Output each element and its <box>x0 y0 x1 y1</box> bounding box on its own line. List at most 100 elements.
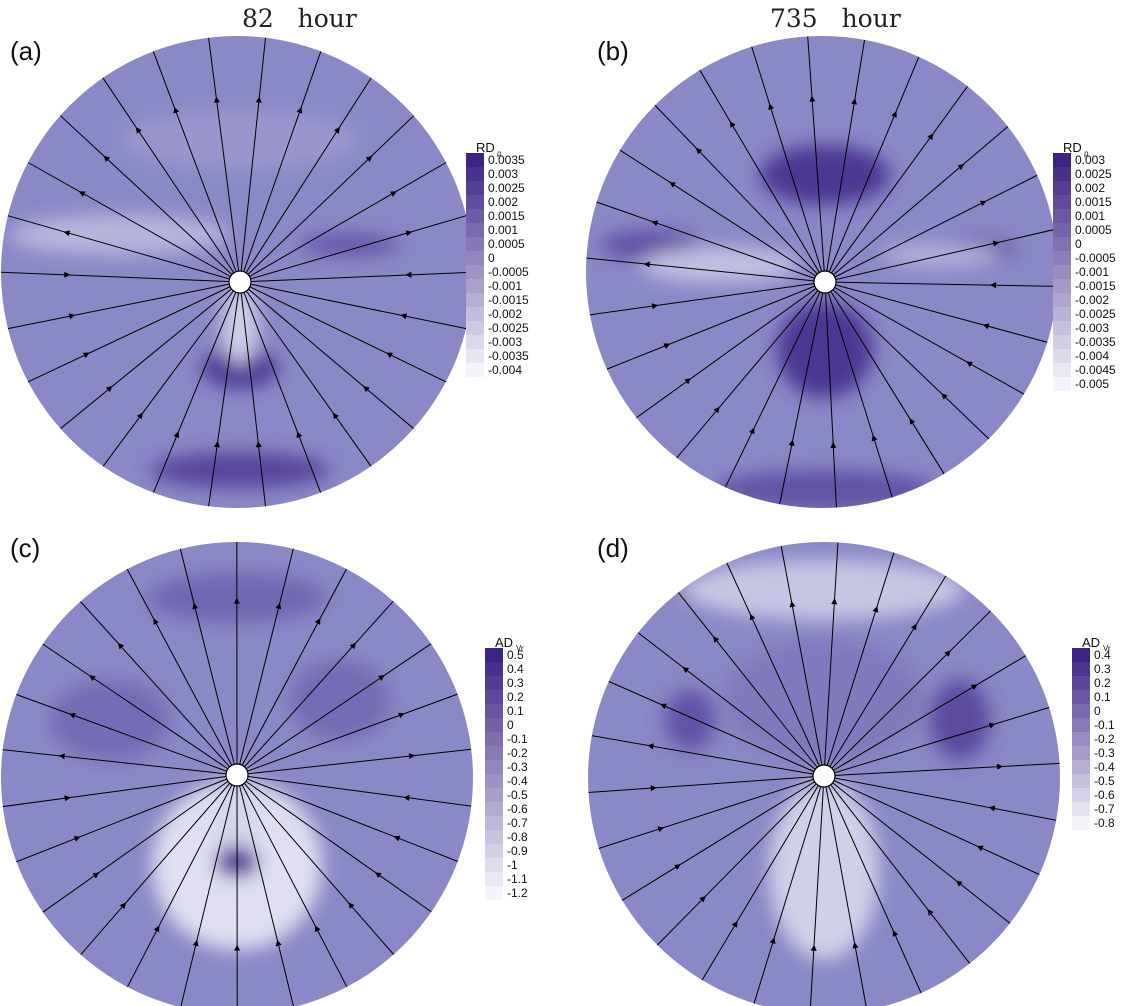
streamline-arrow <box>398 712 405 719</box>
streamline <box>1 748 238 776</box>
contour-low-region <box>684 560 964 620</box>
contour-high-region <box>715 470 935 508</box>
legend-title: RD <box>1063 140 1082 155</box>
streamline-arrow <box>979 200 987 207</box>
streamline <box>56 281 241 433</box>
legend-swatch <box>466 167 484 181</box>
streamline <box>124 774 238 992</box>
streamline <box>11 774 238 865</box>
streamline <box>588 775 825 794</box>
streamline-arrow <box>684 378 692 385</box>
legend-tick-label: 0.001 <box>488 223 518 237</box>
contour-high-region <box>777 302 873 398</box>
streamline <box>239 281 267 508</box>
streamline <box>674 588 825 777</box>
streamline <box>724 558 825 777</box>
streamline-arrow <box>699 896 706 903</box>
streamline-arrow <box>769 937 776 945</box>
streamline-arrow <box>296 431 303 439</box>
legend-tick-label: -1.2 <box>507 886 528 900</box>
streamline-arrow <box>400 313 408 320</box>
streamline-arrow <box>992 240 1000 247</box>
legend-tick-label: -0.7 <box>1094 802 1115 816</box>
streamline <box>23 159 241 283</box>
legend-tick-label: -0.005 <box>1075 377 1109 391</box>
legend-swatch <box>466 265 484 279</box>
streamline-arrow <box>333 412 339 420</box>
legend-tick-label: 0.3 <box>1094 662 1111 676</box>
streamline <box>722 281 826 493</box>
legend-tick-label: -0.2 <box>507 746 528 760</box>
legend-tick-label: -0.0005 <box>1075 251 1116 265</box>
central-hole <box>225 763 249 787</box>
streamline <box>2 213 241 283</box>
streamline-arrow <box>891 111 897 118</box>
legend-tick-label: -0.3 <box>1094 746 1115 760</box>
streamline-arrow <box>255 96 262 103</box>
legend-tick-label: 0.2 <box>1094 676 1111 690</box>
legend-swatch <box>1072 662 1090 676</box>
streamline-arrow <box>64 271 71 278</box>
contour-panel-b: RD ρ0.0030.00250.0020.00150.0010.00050-0.… <box>586 36 1116 508</box>
streamline <box>239 46 323 283</box>
panel-label-c: (c) <box>10 533 41 563</box>
streamline <box>823 547 896 777</box>
streamline <box>11 692 238 776</box>
legend-swatch <box>485 648 503 662</box>
legend-swatch <box>485 774 503 788</box>
streamline <box>591 199 826 283</box>
legend-tick-label: -0.1 <box>507 732 528 746</box>
streamline <box>76 774 238 959</box>
streamline <box>824 281 1029 398</box>
streamline <box>236 774 473 808</box>
legend-tick-label: -0.001 <box>1075 265 1109 279</box>
streamline-arrow <box>909 418 916 425</box>
legend-tick-label: -0.0025 <box>1075 307 1116 321</box>
legend-tick-label: 0.0005 <box>1075 223 1112 237</box>
streamline <box>809 775 825 1006</box>
streamline <box>651 101 826 283</box>
streamline-arrow <box>403 794 410 801</box>
streamline <box>615 146 826 283</box>
streamline-arrow <box>58 753 66 760</box>
streamline-arrow <box>731 920 738 928</box>
streamline-arrow <box>374 872 382 879</box>
streamline-arrow <box>682 666 690 673</box>
legend-swatch <box>485 872 503 886</box>
legend-subscript: Vr <box>1103 644 1111 653</box>
streamline-arrow <box>153 618 159 625</box>
legend-swatch <box>485 676 503 690</box>
central-hole <box>812 764 836 788</box>
legend-title: AD <box>1082 635 1100 650</box>
legend-swatch <box>485 732 503 746</box>
legend-swatch <box>466 321 484 335</box>
streamline-arrow <box>651 220 659 227</box>
legend-tick-label: 0.3 <box>507 676 524 690</box>
streamline-arrow <box>830 442 837 449</box>
contour-high-region <box>300 235 400 255</box>
streamline <box>779 542 825 777</box>
colorbar-legend: AD Vr0.40.30.20.10-0.1-0.2-0.3-0.4-0.5-0.… <box>1072 635 1115 830</box>
legend-tick-label: -0.0005 <box>488 265 529 279</box>
streamline <box>239 36 267 283</box>
contour-panel-a: RD ρ0.00350.0030.00250.0020.00150.0010.00… <box>1 36 529 508</box>
column-title-right: 735 hour <box>770 4 901 33</box>
streamline <box>178 543 238 776</box>
streamline <box>239 281 375 471</box>
legend-tick-label: 0.1 <box>507 704 524 718</box>
contour-high-region <box>290 660 390 740</box>
streamline-arrow <box>941 393 948 400</box>
legend-subscript: Vr <box>516 644 524 653</box>
legend-swatch <box>1053 307 1071 321</box>
streamline <box>633 629 825 777</box>
legend-swatch <box>485 704 503 718</box>
streamline <box>124 564 238 776</box>
legend-swatch <box>1053 223 1071 237</box>
streamline-arrow <box>643 261 650 268</box>
legend-tick-label: 0.4 <box>507 662 524 676</box>
streamline-arrow <box>173 106 180 114</box>
streamline-arrow <box>68 313 76 320</box>
legend-swatch <box>1053 377 1071 391</box>
panel-label-a: (a) <box>10 36 42 66</box>
legend-swatch <box>1072 774 1090 788</box>
